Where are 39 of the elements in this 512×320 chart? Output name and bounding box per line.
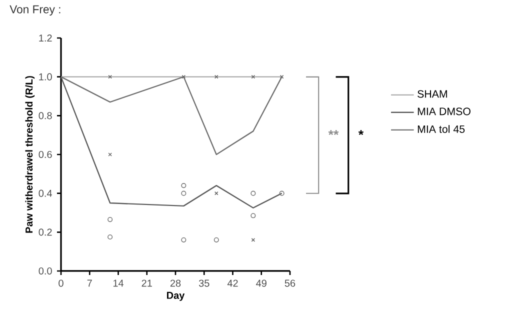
point [108, 152, 112, 156]
point [250, 213, 256, 218]
legend-label: MIA tol 45 [418, 125, 465, 133]
point [181, 190, 186, 196]
x-tick-label: 7 [87, 280, 92, 287]
text: ** [328, 130, 339, 136]
y-tick-label: 0.0 [38, 267, 52, 275]
y-tick-label: 1.2 [39, 34, 52, 42]
line-series [60, 76, 282, 156]
x-tick-label: 56 [284, 280, 296, 287]
y-tick-label: 0.4 [38, 190, 52, 197]
y-tick-label: 0.8 [38, 112, 52, 120]
x-tick-label: 42 [227, 280, 238, 287]
x-tick-label: 14 [113, 280, 124, 287]
point [279, 190, 284, 196]
x-tick-label: 0 [58, 280, 64, 287]
line-series [60, 76, 282, 208]
point [280, 74, 284, 79]
y-axis-title: Paw witherdrawel threshold (R/L) [25, 76, 35, 233]
point [181, 237, 186, 242]
x-tick-label: 35 [198, 280, 210, 287]
point [250, 190, 256, 196]
point [251, 74, 256, 79]
y-tick-label: 0.6 [38, 150, 52, 158]
point [108, 217, 113, 222]
point [108, 234, 113, 240]
y-tick-label: 0.2 [38, 228, 52, 236]
text: * [358, 130, 364, 136]
x-tick-label: 49 [256, 280, 266, 287]
point [182, 74, 186, 79]
x-tick-label: 28 [170, 280, 181, 287]
x-axis-title: Day [166, 292, 185, 301]
point [181, 183, 186, 188]
point [214, 237, 219, 242]
legend-label: SHAM [418, 90, 447, 98]
chart-title: Von Frey : [10, 5, 60, 16]
x-tick-label: 21 [142, 280, 152, 287]
y-tick-label: 1.0 [39, 73, 52, 80]
legend-label: MIA DMSO [418, 108, 470, 116]
